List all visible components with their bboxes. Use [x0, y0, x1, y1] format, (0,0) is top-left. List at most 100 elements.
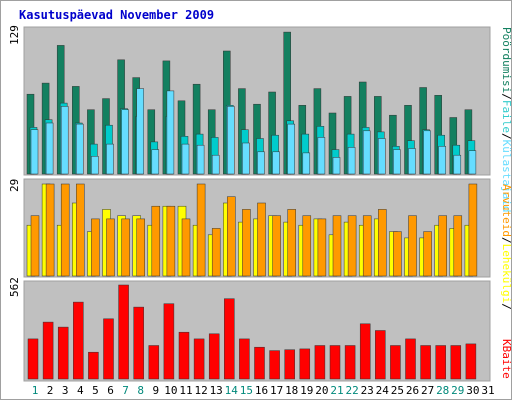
- top-2-bar-day-1: [30, 129, 39, 175]
- legend-right-mid: Arvuteid/Lehekülgi/: [500, 184, 512, 310]
- top-2-bar-day-26: [408, 148, 416, 175]
- mid-1-bar-day-4: [76, 183, 85, 277]
- bot-0-bar-day-5: [88, 351, 99, 380]
- mid-1-bar-day-18: [287, 209, 296, 277]
- bot-0-bar-day-12: [193, 338, 205, 380]
- mid-1-bar-day-11: [181, 218, 191, 277]
- top-2-bar-day-6: [106, 143, 114, 175]
- bot-0-bar-day-1: [27, 338, 39, 380]
- top-2-bar-day-7: [121, 109, 129, 175]
- top-2-bar-day-8: [136, 88, 144, 175]
- bot-0-bar-day-29: [450, 345, 462, 380]
- x-tick-label-26: 26: [406, 384, 419, 397]
- mid-1-bar-day-26: [408, 215, 417, 277]
- top-2-bar-day-10: [166, 90, 175, 175]
- top-2-bar-day-27: [423, 130, 431, 175]
- mid-1-bar-day-15: [242, 209, 251, 277]
- x-tick-label-8: 8: [137, 384, 144, 397]
- x-tick-label-23: 23: [361, 384, 374, 397]
- x-tick-label-13: 13: [210, 384, 223, 397]
- top-2-bar-day-30: [468, 150, 477, 175]
- mid-1-bar-day-17: [272, 215, 281, 277]
- x-tick-label-3: 3: [62, 384, 69, 397]
- chart-title: Kasutuspäevad November 2009: [19, 8, 214, 22]
- top-2-bar-day-19: [302, 152, 311, 175]
- bot-0-bar-day-18: [284, 349, 295, 380]
- x-tick-label-24: 24: [376, 384, 390, 397]
- top-2-bar-day-21: [332, 157, 341, 175]
- bot-0-bar-day-30: [465, 343, 477, 380]
- x-tick-label-16: 16: [255, 384, 268, 397]
- x-tick-label-14: 14: [225, 384, 239, 397]
- x-tick-label-19: 19: [300, 384, 313, 397]
- mid-1-bar-day-19: [302, 215, 312, 277]
- bot-0-bar-day-8: [133, 306, 144, 380]
- bot-0-bar-day-25: [390, 345, 401, 380]
- mid-1-bar-day-2: [45, 183, 55, 277]
- legend-pages: Lehekülgi: [500, 244, 512, 304]
- mid-1-bar-day-6: [106, 218, 115, 277]
- top-2-bar-day-5: [91, 156, 99, 175]
- bot-0-bar-day-15: [239, 338, 250, 380]
- mid-1-bar-day-24: [378, 209, 387, 277]
- bot-0-bar-day-27: [420, 345, 431, 380]
- x-tick-label-5: 5: [92, 384, 99, 397]
- mid-1-bar-day-21: [332, 215, 342, 277]
- legend-computers: Arvuteid: [500, 184, 512, 237]
- top-2-bar-day-11: [181, 143, 190, 175]
- x-tick-label-9: 9: [152, 384, 159, 397]
- ymax-mid-label: 29: [8, 179, 21, 192]
- x-tick-label-4: 4: [77, 384, 84, 397]
- x-tick-label-7: 7: [122, 384, 129, 397]
- bot-0-bar-day-11: [178, 331, 190, 380]
- legend-sep-3: /: [500, 237, 512, 244]
- top-2-bar-day-23: [362, 130, 371, 175]
- legend-right-bot: KBaite: [500, 339, 512, 379]
- mid-1-bar-day-22: [347, 215, 357, 277]
- mid-1-bar-day-16: [257, 202, 266, 277]
- x-tick-label-15: 15: [240, 384, 253, 397]
- bot-0-bar-day-6: [103, 318, 114, 380]
- x-tick-label-11: 11: [179, 384, 192, 397]
- legend-sep-4: /: [500, 303, 512, 310]
- mid-1-bar-day-25: [393, 231, 402, 277]
- top-2-bar-day-25: [393, 149, 401, 175]
- bot-0-bar-day-19: [299, 348, 311, 380]
- top-2-bar-day-2: [45, 122, 54, 175]
- x-tick-label-29: 29: [451, 384, 464, 397]
- legend-visits: Pöördumisi: [500, 27, 512, 93]
- mid-1-bar-day-23: [362, 215, 372, 277]
- mid-1-bar-day-20: [317, 218, 327, 277]
- mid-1-bar-day-1: [30, 215, 40, 277]
- top-2-bar-day-14: [227, 106, 235, 175]
- x-tick-label-25: 25: [391, 384, 404, 397]
- bot-0-bar-day-14: [224, 298, 235, 380]
- mid-1-bar-day-10: [166, 205, 176, 277]
- mid-1-bar-day-5: [91, 218, 100, 277]
- top-2-bar-day-29: [453, 154, 462, 175]
- mid-1-bar-day-7: [121, 218, 130, 277]
- top-2-bar-day-20: [317, 137, 326, 175]
- x-tick-label-18: 18: [285, 384, 298, 397]
- bars-mid-group: [26, 183, 478, 277]
- x-tick-label-2: 2: [47, 384, 54, 397]
- x-tick-label-1: 1: [32, 384, 39, 397]
- x-tick-label-6: 6: [107, 384, 114, 397]
- legend-kbytes: KBaite: [500, 339, 512, 379]
- ymax-top-label: 129: [8, 25, 21, 45]
- top-2-bar-day-18: [287, 123, 295, 175]
- top-2-bar-day-13: [211, 154, 220, 175]
- legend-right-top: Pöördumisi/Faile/Külastajaid: [500, 27, 512, 212]
- mid-1-bar-day-30: [468, 183, 478, 277]
- bot-0-bar-day-16: [254, 346, 265, 380]
- top-2-bar-day-15: [242, 142, 250, 175]
- bot-0-bar-day-23: [359, 323, 371, 380]
- x-tick-label-20: 20: [315, 384, 328, 397]
- top-2-bar-day-28: [438, 146, 446, 175]
- bot-0-bar-day-2: [42, 321, 54, 380]
- top-2-bar-day-16: [257, 151, 265, 175]
- bot-0-bar-day-28: [435, 345, 446, 380]
- top-2-bar-day-9: [151, 149, 160, 175]
- top-2-bar-day-24: [378, 138, 386, 175]
